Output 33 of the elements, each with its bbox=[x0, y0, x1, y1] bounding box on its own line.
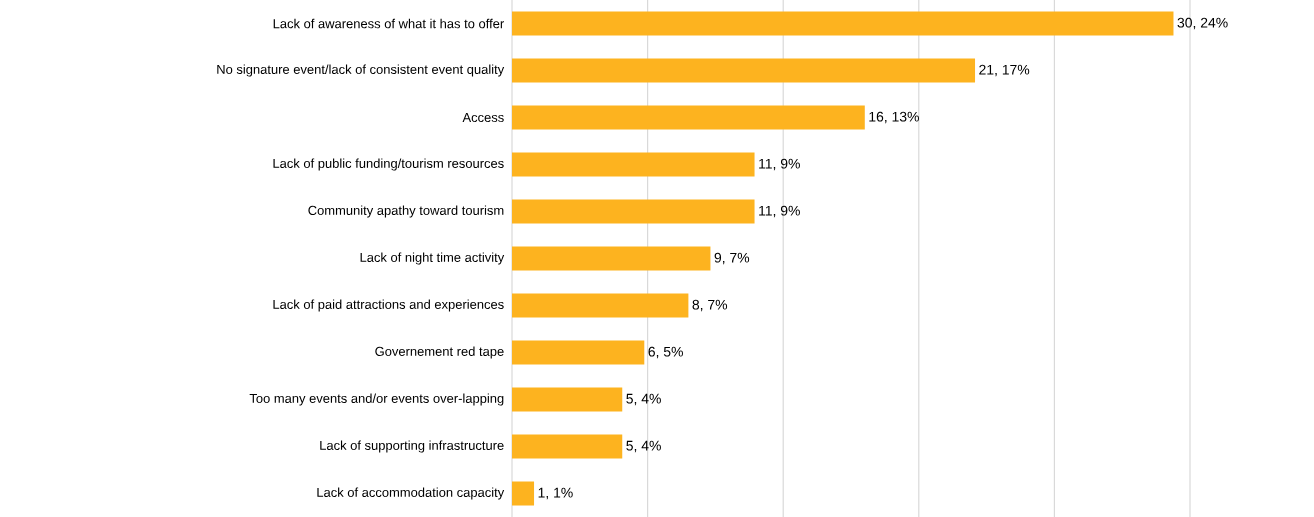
y-tick-label: Too many events and/or events over-lapping bbox=[249, 393, 504, 406]
bar bbox=[512, 293, 689, 318]
y-tick-label: No signature event/lack of consistent event quality bbox=[217, 64, 505, 77]
bar bbox=[512, 11, 1174, 36]
bar bbox=[512, 387, 623, 412]
y-tick-label: Community apathy toward tourism bbox=[308, 205, 504, 218]
data-label: 9, 7% bbox=[714, 252, 750, 265]
y-tick-label: Lack of accommodation capacity bbox=[317, 487, 505, 500]
y-tick-label: Lack of public funding/tourism resources bbox=[273, 158, 504, 171]
data-label: 30, 24% bbox=[1177, 17, 1228, 30]
bar bbox=[512, 340, 645, 365]
data-label: 11, 9% bbox=[759, 158, 800, 171]
data-label: 21, 17% bbox=[979, 64, 1030, 77]
data-label: 11, 9% bbox=[759, 205, 800, 218]
bar bbox=[512, 434, 623, 459]
data-label: 6, 5% bbox=[648, 346, 683, 359]
bar bbox=[512, 152, 755, 177]
data-label: 16, 13% bbox=[869, 111, 919, 124]
data-label: 1, 1% bbox=[538, 487, 573, 500]
bar bbox=[512, 246, 711, 271]
y-tick-label: Lack of supporting infrastructure bbox=[320, 440, 504, 453]
bar bbox=[512, 481, 535, 506]
bar bbox=[512, 199, 755, 224]
y-tick-label: Access bbox=[462, 112, 504, 123]
data-label: 5, 4% bbox=[626, 440, 661, 453]
data-label: 8, 7% bbox=[692, 299, 728, 312]
data-label: 5, 4% bbox=[626, 393, 661, 406]
y-tick-label: Governement red tape bbox=[375, 346, 504, 359]
y-tick-label: Lack of night time activity bbox=[360, 252, 505, 265]
y-tick-label: Lack of paid attractions and experiences bbox=[273, 299, 504, 312]
bar bbox=[512, 105, 865, 130]
bar bbox=[512, 58, 976, 83]
y-tick-label: Lack of awareness of what it has to offer bbox=[273, 18, 504, 29]
